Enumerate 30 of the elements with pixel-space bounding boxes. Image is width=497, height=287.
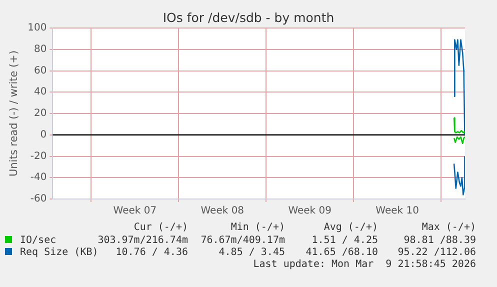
x-tick-label: Week 07 <box>113 206 157 217</box>
chart-title: IOs for /dev/sdb - by month <box>162 10 334 25</box>
y-tick-label: 60 <box>34 65 47 76</box>
text: 95.22 /112.06 <box>398 247 476 258</box>
text: 10.76 / 4.36 <box>116 247 188 258</box>
text: Avg (-/+) <box>324 222 378 233</box>
y-tick-label: 0 <box>40 129 47 140</box>
y-tick-label: 40 <box>34 86 47 98</box>
text: 4.85 / 3.45 <box>218 247 285 258</box>
text: Cur (-/+) <box>134 222 188 233</box>
y-tick-label: -20 <box>30 150 47 162</box>
x-tick-label: Week 10 <box>376 206 419 217</box>
y-tick-label: 20 <box>34 108 47 120</box>
text: Last update: Mon Mar 9 21:58:45 2026 <box>253 259 476 270</box>
legend-label: Req Size (KB) <box>19 247 98 258</box>
y-tick-label: 80 <box>34 44 47 55</box>
y-tick-label: 100 <box>28 22 47 34</box>
text: 41.65 /68.10 <box>306 247 378 258</box>
text: 1.51 / 4.25 <box>312 235 378 246</box>
legend-label: IO/sec <box>19 235 56 246</box>
text: 76.67m/409.17m <box>200 235 285 246</box>
text: Max (-/+) <box>422 222 476 233</box>
y-axis-title: Units read (-) / write (+) <box>8 50 20 177</box>
y-tick-label: -40 <box>30 172 47 184</box>
text: 303.97m/216.74m <box>98 235 188 246</box>
text: Min (-/+) <box>230 222 285 233</box>
x-tick-label: Week 08 <box>200 206 244 217</box>
x-tick-label: Week 09 <box>288 206 332 217</box>
y-tick-label: -60 <box>30 194 47 205</box>
text: 98.81 /88.39 <box>404 235 476 246</box>
